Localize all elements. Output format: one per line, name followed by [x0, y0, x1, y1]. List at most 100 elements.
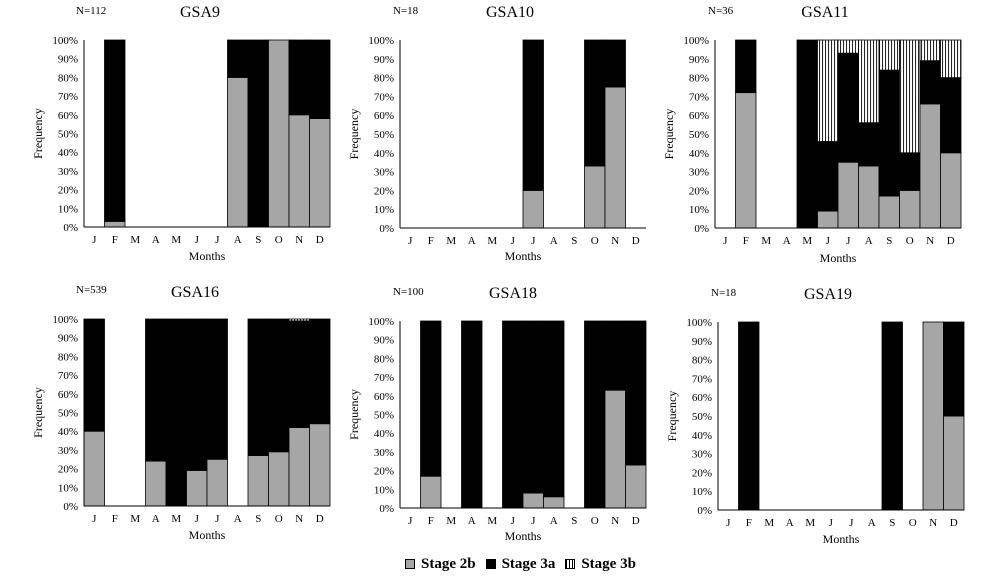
x-tick-label: J: [408, 515, 413, 527]
bar-stage-3a-7: [837, 52, 859, 163]
x-axis-title: Months: [505, 529, 542, 543]
x-tick-label: A: [865, 235, 873, 247]
y-tick-label: 50%: [689, 129, 709, 141]
y-tick-label: 60%: [689, 110, 709, 122]
bar-stage-3a-8: [543, 320, 565, 498]
bar-stage-3a-2: [420, 320, 442, 477]
chart-panel-gsa19: GSA19 N=18 0% 10% 20% 30% 40% 50% 60% 70% 80% 90% 10…: [665, 286, 965, 546]
y-tick-label: 20%: [58, 464, 78, 476]
bar-stage-3a-11: [919, 60, 941, 105]
bar-stage-3a-4: [145, 318, 167, 462]
x-tick-label: M: [130, 513, 140, 525]
chart-panel-gsa10: GSA10 N=18 0% 10% 20% 30% 40% 50% 60% 70% 80% 90% 10…: [347, 4, 646, 263]
y-tick-label: 10%: [689, 204, 709, 216]
chart-panel-gsa16: GSA16 N=539 0% 10% 20% 30% 40% 50% 60% 70% 80% 90% 1…: [31, 284, 331, 542]
bar-stage-3a-6: [817, 141, 839, 212]
bar-stage-3a-6: [502, 320, 524, 509]
y-axis-title: Frequency: [31, 108, 45, 159]
x-tick-label: O: [909, 517, 917, 529]
bar-stage-3a-12: [309, 39, 331, 119]
y-tick-label: 10%: [374, 484, 394, 496]
x-tick-label: J: [511, 515, 516, 527]
x-tick-label: A: [152, 234, 160, 246]
x-tick-label: D: [947, 235, 955, 247]
x-tick-label: D: [950, 517, 958, 529]
bar-stage-3a-11: [288, 320, 310, 428]
x-tick-label: J: [511, 235, 516, 247]
x-tick-label: M: [802, 235, 812, 247]
x-tick-label: N: [611, 515, 619, 527]
x-tick-label: F: [743, 235, 749, 247]
x-tick-label: M: [171, 513, 181, 525]
bar-stage-3a-7: [522, 320, 544, 494]
bar-stage-2b-10: [899, 189, 921, 229]
legend-swatch-stage-3b: [565, 559, 576, 569]
bar-stage-2b-2: [104, 220, 126, 228]
y-tick-label: 50%: [374, 410, 394, 422]
bar-stage-3b-8: [858, 39, 880, 124]
bar-stage-2b-6: [817, 210, 839, 229]
chart-panel-gsa9: GSA9 N=112 0% 10% 20% 30% 40% 50% 60% 70% 80% 90% 10…: [31, 4, 331, 263]
bar-stage-2b-12: [625, 464, 647, 509]
x-tick-label: D: [316, 513, 324, 525]
bar-stage-3b-11: [919, 39, 941, 62]
legend-item-stage-2b: Stage 2b: [405, 556, 476, 573]
bar-stage-2b-1: [83, 430, 105, 507]
y-tick-label: 70%: [58, 370, 78, 382]
y-axis-title: Frequency: [347, 109, 361, 160]
bar-stage-2b-7: [837, 161, 859, 229]
bar-stage-2b-2: [735, 92, 757, 229]
bar-stage-3a-9: [247, 318, 269, 456]
x-tick-label: A: [783, 235, 791, 247]
y-tick-label: 40%: [58, 147, 78, 159]
y-tick-label: 50%: [58, 408, 78, 420]
y-tick-label: 100%: [52, 35, 78, 47]
bar-stage-2b-10: [584, 165, 606, 229]
y-tick-label: 100%: [683, 35, 709, 47]
y-tick-label: 100%: [368, 316, 394, 328]
bar-stage-2b-8: [543, 496, 565, 509]
x-tick-label: S: [886, 235, 892, 247]
bar-stage-3a-12: [940, 77, 962, 154]
x-tick-label: M: [805, 517, 815, 529]
bar-stage-2b-11: [288, 427, 310, 507]
y-tick-label: 70%: [374, 91, 394, 103]
chart-panel-gsa18: GSA18 N=100 0% 10% 20% 30% 40% 50% 60% 70% 80% 90% 1…: [347, 285, 647, 543]
bar-stage-3a-12: [943, 321, 965, 417]
x-tick-label: F: [428, 235, 434, 247]
bar-stage-3a-9: [881, 321, 903, 511]
x-tick-label: S: [571, 515, 577, 527]
sample-size-label: N=18: [393, 5, 419, 17]
x-tick-label: M: [487, 515, 497, 527]
y-tick-label: 70%: [374, 372, 394, 384]
y-tick-label: 30%: [58, 166, 78, 178]
x-tick-label: N: [929, 517, 937, 529]
x-tick-label: N: [926, 235, 934, 247]
bar-stage-2b-8: [227, 77, 249, 228]
bar-stage-3a-10: [584, 320, 606, 509]
legend-label-stage-3b: Stage 3b: [581, 555, 636, 572]
x-tick-label: J: [408, 235, 413, 247]
bar-stage-3a-10: [268, 318, 290, 453]
y-tick-label: 70%: [58, 91, 78, 103]
y-tick-label: 30%: [374, 447, 394, 459]
x-tick-label: J: [531, 235, 536, 247]
bar-stage-2b-12: [940, 152, 962, 229]
y-tick-label: 80%: [374, 353, 394, 365]
x-tick-label: O: [275, 234, 283, 246]
y-tick-label: 90%: [58, 54, 78, 66]
y-tick-label: 40%: [374, 148, 394, 160]
bar-stage-3a-8: [227, 39, 249, 78]
chart-title: GSA11: [801, 4, 848, 21]
y-axis-title: Frequency: [31, 387, 45, 438]
bar-stage-3a-2: [104, 39, 126, 222]
x-tick-label: A: [550, 235, 558, 247]
y-axis-title: Frequency: [662, 109, 676, 160]
bar-stage-3a-7: [206, 318, 228, 460]
bar-stage-3a-1: [83, 318, 105, 432]
bar-stage-2b-7: [522, 189, 544, 229]
y-tick-label: 100%: [52, 314, 78, 326]
y-tick-label: 20%: [374, 466, 394, 478]
bar-stage-3a-9: [878, 69, 900, 197]
bar-stage-3a-12: [309, 318, 331, 425]
